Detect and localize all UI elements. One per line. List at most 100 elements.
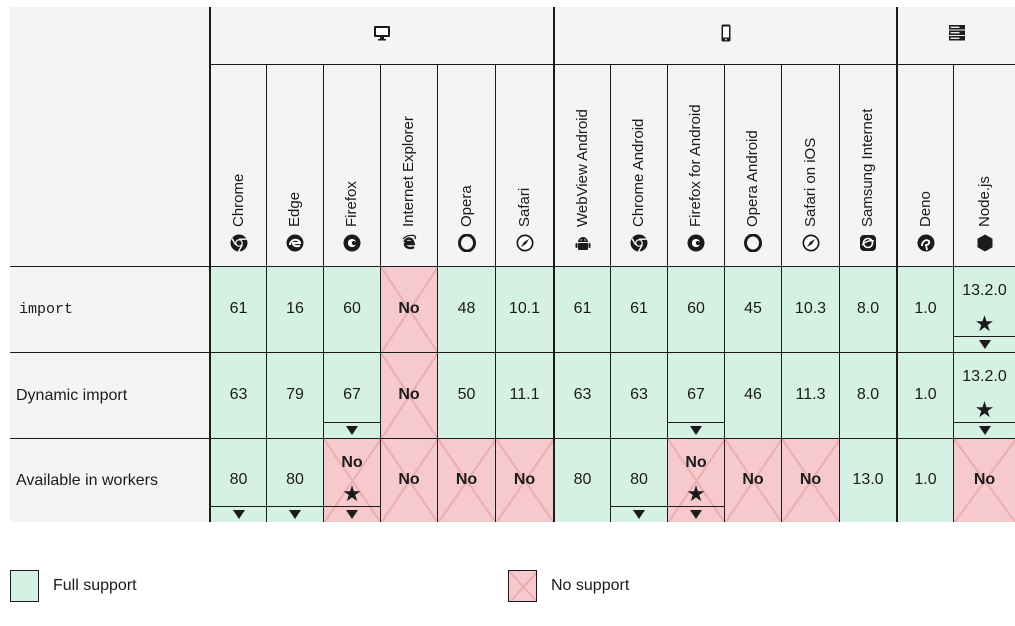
- version-label: 46: [744, 386, 762, 403]
- browser-header-chrome-android: Chrome Android: [610, 65, 667, 266]
- support-cell: No: [380, 352, 437, 438]
- support-cell: 48: [437, 266, 495, 352]
- version-label: No: [455, 471, 478, 488]
- version-label: 60: [687, 300, 705, 317]
- legend-no-label: No support: [551, 577, 630, 594]
- version-label: 45: [744, 300, 762, 317]
- no-support-x-mark: [782, 439, 839, 522]
- version-label: 80: [229, 471, 248, 488]
- support-cell: 1.0: [896, 352, 953, 438]
- browser-header-safari: Safari: [495, 65, 553, 266]
- expand-details-arrow-icon[interactable]: [668, 506, 724, 522]
- support-cell: 50: [437, 352, 495, 438]
- expand-details-arrow-icon[interactable]: [211, 506, 266, 522]
- legend-swatch-full: [10, 570, 39, 602]
- support-cell: No: [953, 438, 1015, 522]
- support-cell: 79: [266, 352, 323, 438]
- no-support-x-mark: [324, 439, 380, 522]
- version-label: 63: [573, 386, 592, 403]
- table-corner: [10, 7, 209, 266]
- browser-header-deno: Deno: [896, 65, 953, 266]
- expand-details-arrow-icon[interactable]: [324, 506, 380, 522]
- expand-details-arrow-icon[interactable]: [324, 422, 380, 438]
- feature-name: Available in workers: [10, 438, 209, 522]
- support-cell: 80: [553, 438, 610, 522]
- browser-name: Safari on iOS: [801, 137, 819, 227]
- expand-details-arrow-icon[interactable]: [954, 422, 1015, 438]
- note-star-icon: ★: [974, 397, 995, 422]
- support-cell: 1.0: [896, 266, 953, 352]
- support-cell: 61: [209, 266, 266, 352]
- support-cell[interactable]: 67: [667, 352, 724, 438]
- version-label: 13.2.0: [962, 282, 1007, 299]
- opera-icon: [744, 233, 762, 253]
- no-support-x-mark: [438, 439, 495, 522]
- browser-header-edge: Edge: [266, 65, 323, 266]
- expand-details-arrow-icon[interactable]: [611, 506, 667, 522]
- browser-header-webview-android: WebView Android: [553, 65, 610, 266]
- browser-name: Firefox: [343, 181, 360, 227]
- no-support-x-mark: [954, 439, 1015, 522]
- support-cell: No: [781, 438, 839, 522]
- version-label: 1.0: [914, 471, 937, 488]
- browser-name: Edge: [286, 191, 303, 227]
- browser-header-internet-explorer: Internet Explorer: [380, 65, 437, 266]
- version-label: 79: [286, 386, 304, 403]
- version-label: No: [398, 471, 420, 488]
- support-cell: 61: [610, 266, 667, 352]
- support-cell: 63: [610, 352, 667, 438]
- platform-header-desktop: [209, 7, 553, 65]
- expand-details-arrow-icon[interactable]: [267, 506, 323, 522]
- expand-details-arrow-icon[interactable]: [954, 336, 1015, 352]
- feature-name: import: [10, 266, 209, 352]
- no-support-x-mark: [381, 439, 437, 522]
- browser-name: Opera: [457, 185, 475, 227]
- platform-header-mobile: [553, 7, 896, 65]
- support-cell: 60: [323, 266, 380, 352]
- version-label: 67: [687, 386, 705, 403]
- legend-no-support: No support: [508, 570, 629, 602]
- firefox-icon: [687, 234, 705, 252]
- version-label: 13.0: [852, 471, 884, 488]
- version-label: 1.0: [914, 300, 937, 317]
- version-label: 13.2.0: [962, 368, 1007, 385]
- version-label: 63: [229, 386, 248, 403]
- note-star-icon: ★: [342, 481, 362, 506]
- safari-icon: [802, 234, 820, 252]
- version-label: No: [341, 454, 363, 471]
- support-cell[interactable]: 13.2.0 ★: [953, 352, 1015, 438]
- browser-name: Opera Android: [744, 130, 761, 227]
- no-support-x-mark: [509, 571, 536, 601]
- browser-header-firefox: Firefox: [323, 65, 380, 266]
- support-cell[interactable]: 13.2.0 ★: [953, 266, 1015, 352]
- version-label: 80: [286, 471, 304, 488]
- support-cell[interactable]: 67: [323, 352, 380, 438]
- version-label: 8.0: [856, 386, 880, 403]
- legend-full-support: Full support: [10, 570, 137, 602]
- support-cell[interactable]: 80: [209, 438, 266, 522]
- version-label: 61: [573, 300, 592, 317]
- browser-header-safari-on-ios: Safari on iOS: [781, 65, 839, 266]
- support-cell[interactable]: 80: [266, 438, 323, 522]
- no-support-x-mark: [725, 439, 781, 522]
- support-cell[interactable]: 80: [610, 438, 667, 522]
- edge-icon: [286, 234, 304, 252]
- chrome-icon: [230, 234, 248, 252]
- support-cell: No: [724, 438, 781, 522]
- support-cell[interactable]: No ★: [667, 438, 724, 522]
- version-label: 67: [343, 386, 361, 403]
- note-star-icon: ★: [686, 481, 706, 506]
- samsung-icon: [859, 234, 877, 252]
- version-label: No: [973, 471, 996, 488]
- version-label: No: [398, 300, 420, 317]
- version-label: 50: [457, 386, 476, 403]
- desktop-icon: [373, 24, 391, 47]
- expand-details-arrow-icon[interactable]: [668, 422, 724, 438]
- support-cell: 11.3: [781, 352, 839, 438]
- android-icon: [574, 234, 592, 252]
- version-label: 8.0: [856, 300, 880, 317]
- no-support-x-mark: [381, 353, 437, 438]
- support-cell: 11.1: [495, 352, 553, 438]
- version-label: No: [799, 471, 822, 488]
- support-cell[interactable]: No ★: [323, 438, 380, 522]
